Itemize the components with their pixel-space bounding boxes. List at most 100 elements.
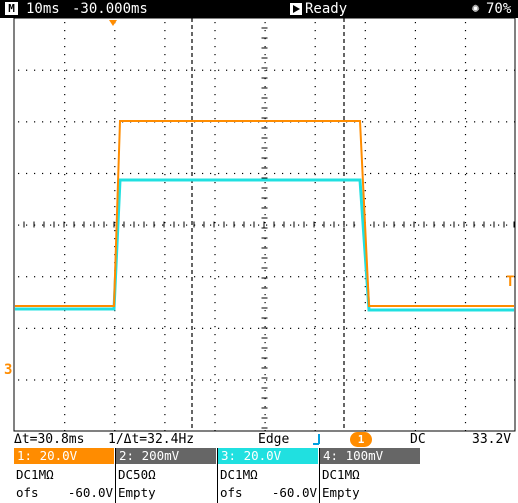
- grid-dot: [464, 150, 467, 152]
- grid-dot: [414, 30, 416, 32]
- grid-dot: [414, 222, 416, 224]
- grid-dot: [58, 276, 60, 278]
- grid-dot: [290, 276, 292, 278]
- ch4-panel[interactable]: 4: 100mV DC1MΩ Empty: [320, 448, 420, 503]
- grid-dot: [114, 318, 116, 320]
- grid-dot: [264, 230, 266, 232]
- grid-dot: [414, 198, 416, 200]
- grid-dot: [214, 166, 216, 168]
- grid-dot: [282, 276, 284, 278]
- grid-dot: [114, 198, 116, 200]
- grid-dot: [214, 46, 216, 48]
- grid-dot: [202, 327, 204, 329]
- grid-dot: [264, 70, 266, 72]
- grid-dot: [50, 69, 52, 71]
- grid-dot: [418, 379, 420, 381]
- grid-dot: [170, 172, 172, 175]
- grid-dot: [34, 172, 36, 175]
- grid-dot: [362, 379, 364, 381]
- grid-dot: [264, 206, 266, 208]
- grid-dot: [314, 350, 316, 352]
- grid-dot: [474, 224, 476, 226]
- mode-icon[interactable]: M: [5, 2, 18, 15]
- grid-dot: [82, 379, 84, 381]
- grid-dot: [264, 102, 266, 104]
- play-icon[interactable]: [290, 3, 302, 15]
- grid-dot: [164, 190, 166, 192]
- grid-dot: [364, 94, 366, 96]
- ch1-panel[interactable]: 1: 20.0V DC1MΩ ofs -60.0V: [14, 448, 114, 503]
- grid-dot: [250, 379, 252, 381]
- grid-dot: [42, 121, 44, 123]
- grid-dot: [414, 374, 416, 376]
- grid-dot: [306, 172, 308, 175]
- grid-dot: [214, 422, 216, 424]
- grid-dot: [214, 54, 216, 56]
- grid-dot: [386, 121, 388, 123]
- grid-dot: [74, 69, 76, 71]
- grid-dot: [264, 318, 266, 320]
- grid-dot: [250, 327, 252, 329]
- grid-dot: [314, 118, 316, 120]
- ch3-marker: 3: [4, 362, 12, 378]
- grid-dot: [186, 224, 188, 226]
- grid-dot: [442, 121, 444, 123]
- grid-dot: [298, 379, 300, 381]
- grid-dot: [414, 430, 416, 432]
- ch2-panel[interactable]: 2: 200mV DC50Ω Empty: [116, 448, 216, 503]
- grid-dot: [34, 224, 36, 226]
- grid-dot: [18, 172, 20, 175]
- grid-dot: [464, 174, 467, 176]
- grid-dot: [314, 206, 316, 208]
- grid-dot: [314, 327, 316, 329]
- ch3-panel[interactable]: 3: 20.0V DC1MΩ ofs -60.0V: [218, 448, 318, 503]
- grid-dot: [418, 224, 420, 226]
- grid-dot: [34, 69, 36, 71]
- grid-dot: [314, 262, 316, 264]
- grid-dot: [464, 38, 467, 40]
- grid-dot: [306, 276, 308, 278]
- grid-dot: [234, 379, 236, 381]
- grid-dot: [458, 224, 460, 226]
- grid-dot: [274, 69, 276, 71]
- grid-dot: [414, 262, 416, 264]
- waveform-display[interactable]: 3 T: [0, 18, 518, 432]
- grid-dot: [414, 270, 416, 272]
- grid-dot: [114, 142, 116, 144]
- grid-dot: [458, 327, 460, 329]
- grid-dot: [464, 30, 467, 32]
- grid-dot: [314, 414, 316, 416]
- grid-dot: [242, 379, 244, 381]
- grid-dot: [258, 327, 260, 329]
- grid-dot: [130, 172, 132, 175]
- grid-dot: [114, 121, 116, 123]
- grid-dot: [18, 276, 20, 278]
- grid-dot: [314, 254, 316, 256]
- grid-dot: [378, 121, 380, 123]
- grid-dot: [264, 158, 266, 160]
- grid-dot: [364, 302, 366, 304]
- grid-dot: [258, 224, 260, 226]
- grid-dot: [314, 69, 316, 71]
- grid-dot: [402, 224, 404, 226]
- grid-dot: [338, 224, 340, 226]
- grid-dot: [354, 224, 356, 226]
- grid-dot: [214, 118, 216, 120]
- grid-dot: [74, 172, 76, 175]
- grid-dot: [490, 379, 492, 381]
- grid-dot: [364, 102, 366, 104]
- grid-dot: [164, 118, 166, 120]
- grid-dot: [64, 158, 66, 160]
- grid-dot: [114, 334, 116, 336]
- grid-dot: [90, 224, 92, 226]
- grid-dot: [414, 86, 416, 88]
- grid-dot: [264, 190, 266, 192]
- grid-dot: [64, 374, 66, 376]
- grid-dot: [264, 22, 266, 24]
- grid-dot: [464, 62, 467, 64]
- grid-dot: [264, 30, 266, 32]
- grid-dot: [426, 327, 428, 329]
- grid-dot: [214, 398, 216, 400]
- grid-dot: [514, 69, 516, 71]
- grid-dot: [314, 318, 316, 320]
